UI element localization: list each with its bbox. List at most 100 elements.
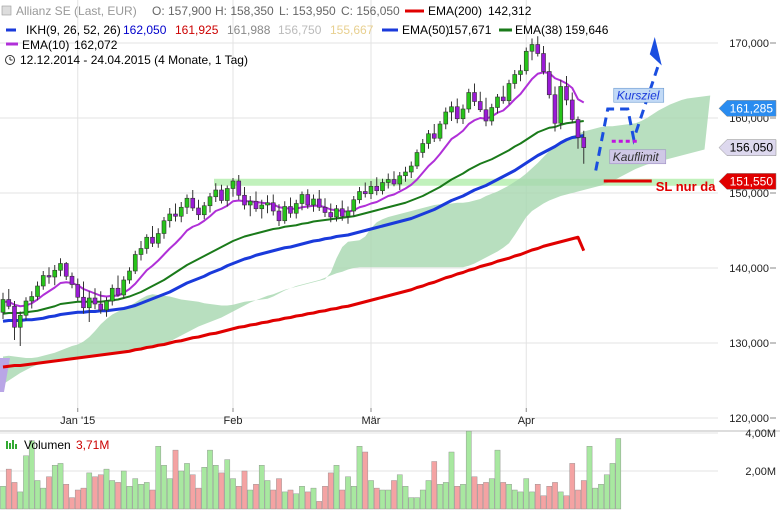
candle-body xyxy=(380,182,385,192)
candle-body xyxy=(368,185,374,195)
volume-bar xyxy=(546,486,553,510)
candle-body xyxy=(334,208,339,218)
candle-body xyxy=(472,92,477,102)
volume-bar xyxy=(500,482,507,510)
candle-body xyxy=(569,99,575,120)
candle xyxy=(282,201,288,224)
candle xyxy=(184,194,190,214)
ema50-line xyxy=(2,134,585,323)
candle xyxy=(351,196,357,217)
candle xyxy=(316,190,322,211)
volume-bar xyxy=(603,474,610,510)
candle-body xyxy=(564,86,569,101)
indicator-lines xyxy=(2,71,586,369)
candle xyxy=(207,193,213,213)
volume-bar xyxy=(63,484,70,510)
volume-bar xyxy=(51,465,58,510)
volume-bar xyxy=(69,497,75,510)
volume-value: 3,71M xyxy=(76,438,109,452)
candle-body xyxy=(426,133,431,144)
volume-bar xyxy=(28,440,35,510)
candle-body xyxy=(552,94,558,124)
candle xyxy=(236,175,242,200)
volume-bar xyxy=(408,497,415,510)
candle-body xyxy=(219,189,224,201)
candle-body xyxy=(35,285,40,297)
candle-body xyxy=(58,263,63,271)
volume-bar xyxy=(5,468,12,510)
candle xyxy=(414,149,420,169)
volume-bar xyxy=(465,430,472,510)
legend-ikh-value-4: 156,750 xyxy=(278,23,322,37)
volume-bar xyxy=(385,489,392,510)
price-tag: 156,050 xyxy=(718,139,777,156)
volume-bar xyxy=(511,489,518,510)
volume-bars xyxy=(0,430,622,510)
candle xyxy=(512,70,518,89)
volume-bar xyxy=(184,463,190,510)
candle xyxy=(495,94,500,114)
volume-bar xyxy=(615,438,622,510)
candle xyxy=(40,271,46,290)
volume-bar xyxy=(115,482,121,510)
volume-bar xyxy=(34,480,41,510)
candle xyxy=(569,92,575,124)
candle xyxy=(230,178,236,197)
volume-bar xyxy=(425,480,432,510)
candle-body xyxy=(201,205,207,216)
candle xyxy=(489,103,495,126)
candle-body xyxy=(506,83,512,102)
stoploss-label: SL nur da xyxy=(656,179,716,194)
candle-body xyxy=(288,206,293,214)
candle xyxy=(288,197,293,218)
kauflimit-label: Kauflimit xyxy=(613,150,660,164)
volume-bar xyxy=(299,486,305,510)
volume-bar xyxy=(155,446,162,510)
volume-bar xyxy=(86,472,93,510)
volume-bar xyxy=(396,474,403,510)
legend-ema38-value: 159,646 xyxy=(565,23,609,37)
candle xyxy=(224,185,230,207)
candle xyxy=(500,85,506,104)
candle xyxy=(483,97,489,127)
volume-bar xyxy=(586,446,593,510)
y-axis: 120,000130,000140,000150,000160,000170,0… xyxy=(729,38,776,478)
candle xyxy=(420,139,426,158)
candle-body xyxy=(558,86,564,124)
x-axis: Jan '15 Feb Mär Apr xyxy=(60,408,535,427)
candle-body xyxy=(385,179,391,183)
volume-bar xyxy=(281,491,288,510)
date-range: 12.12.2014 - 24.04.2015 (4 Monate, 1 Tag… xyxy=(20,53,248,67)
candle xyxy=(339,200,345,221)
candle-body xyxy=(495,96,500,108)
annotations: Kursziel Kauflimit SL nur da xyxy=(594,37,716,194)
candle xyxy=(449,101,454,121)
candle-body xyxy=(12,305,17,328)
candle xyxy=(368,181,374,199)
candle xyxy=(167,208,173,228)
candle-body xyxy=(293,203,299,214)
volume-bar xyxy=(517,491,524,510)
candle xyxy=(155,228,161,248)
candle xyxy=(541,46,546,75)
candle xyxy=(552,86,558,132)
candle-body xyxy=(150,236,155,244)
candle xyxy=(466,88,472,113)
volume-bar xyxy=(166,478,173,510)
candle-body xyxy=(523,50,529,72)
candle xyxy=(362,182,368,198)
candle-body xyxy=(282,206,288,222)
candle-body xyxy=(541,53,546,72)
candle xyxy=(29,291,35,309)
candle-body xyxy=(397,175,403,185)
candle-body xyxy=(339,208,345,217)
legend: Allianz SE (Last, EUR) O: 157,900 H: 158… xyxy=(1,4,609,67)
candle xyxy=(380,178,385,195)
volume-bar xyxy=(195,487,202,510)
ohlc-low: L: 153,950 xyxy=(279,4,336,18)
volume-bar xyxy=(40,487,47,510)
volume-bar xyxy=(46,476,52,510)
volume-bar xyxy=(23,455,29,510)
instrument-icon xyxy=(1,5,12,16)
volume-bar xyxy=(264,480,271,510)
